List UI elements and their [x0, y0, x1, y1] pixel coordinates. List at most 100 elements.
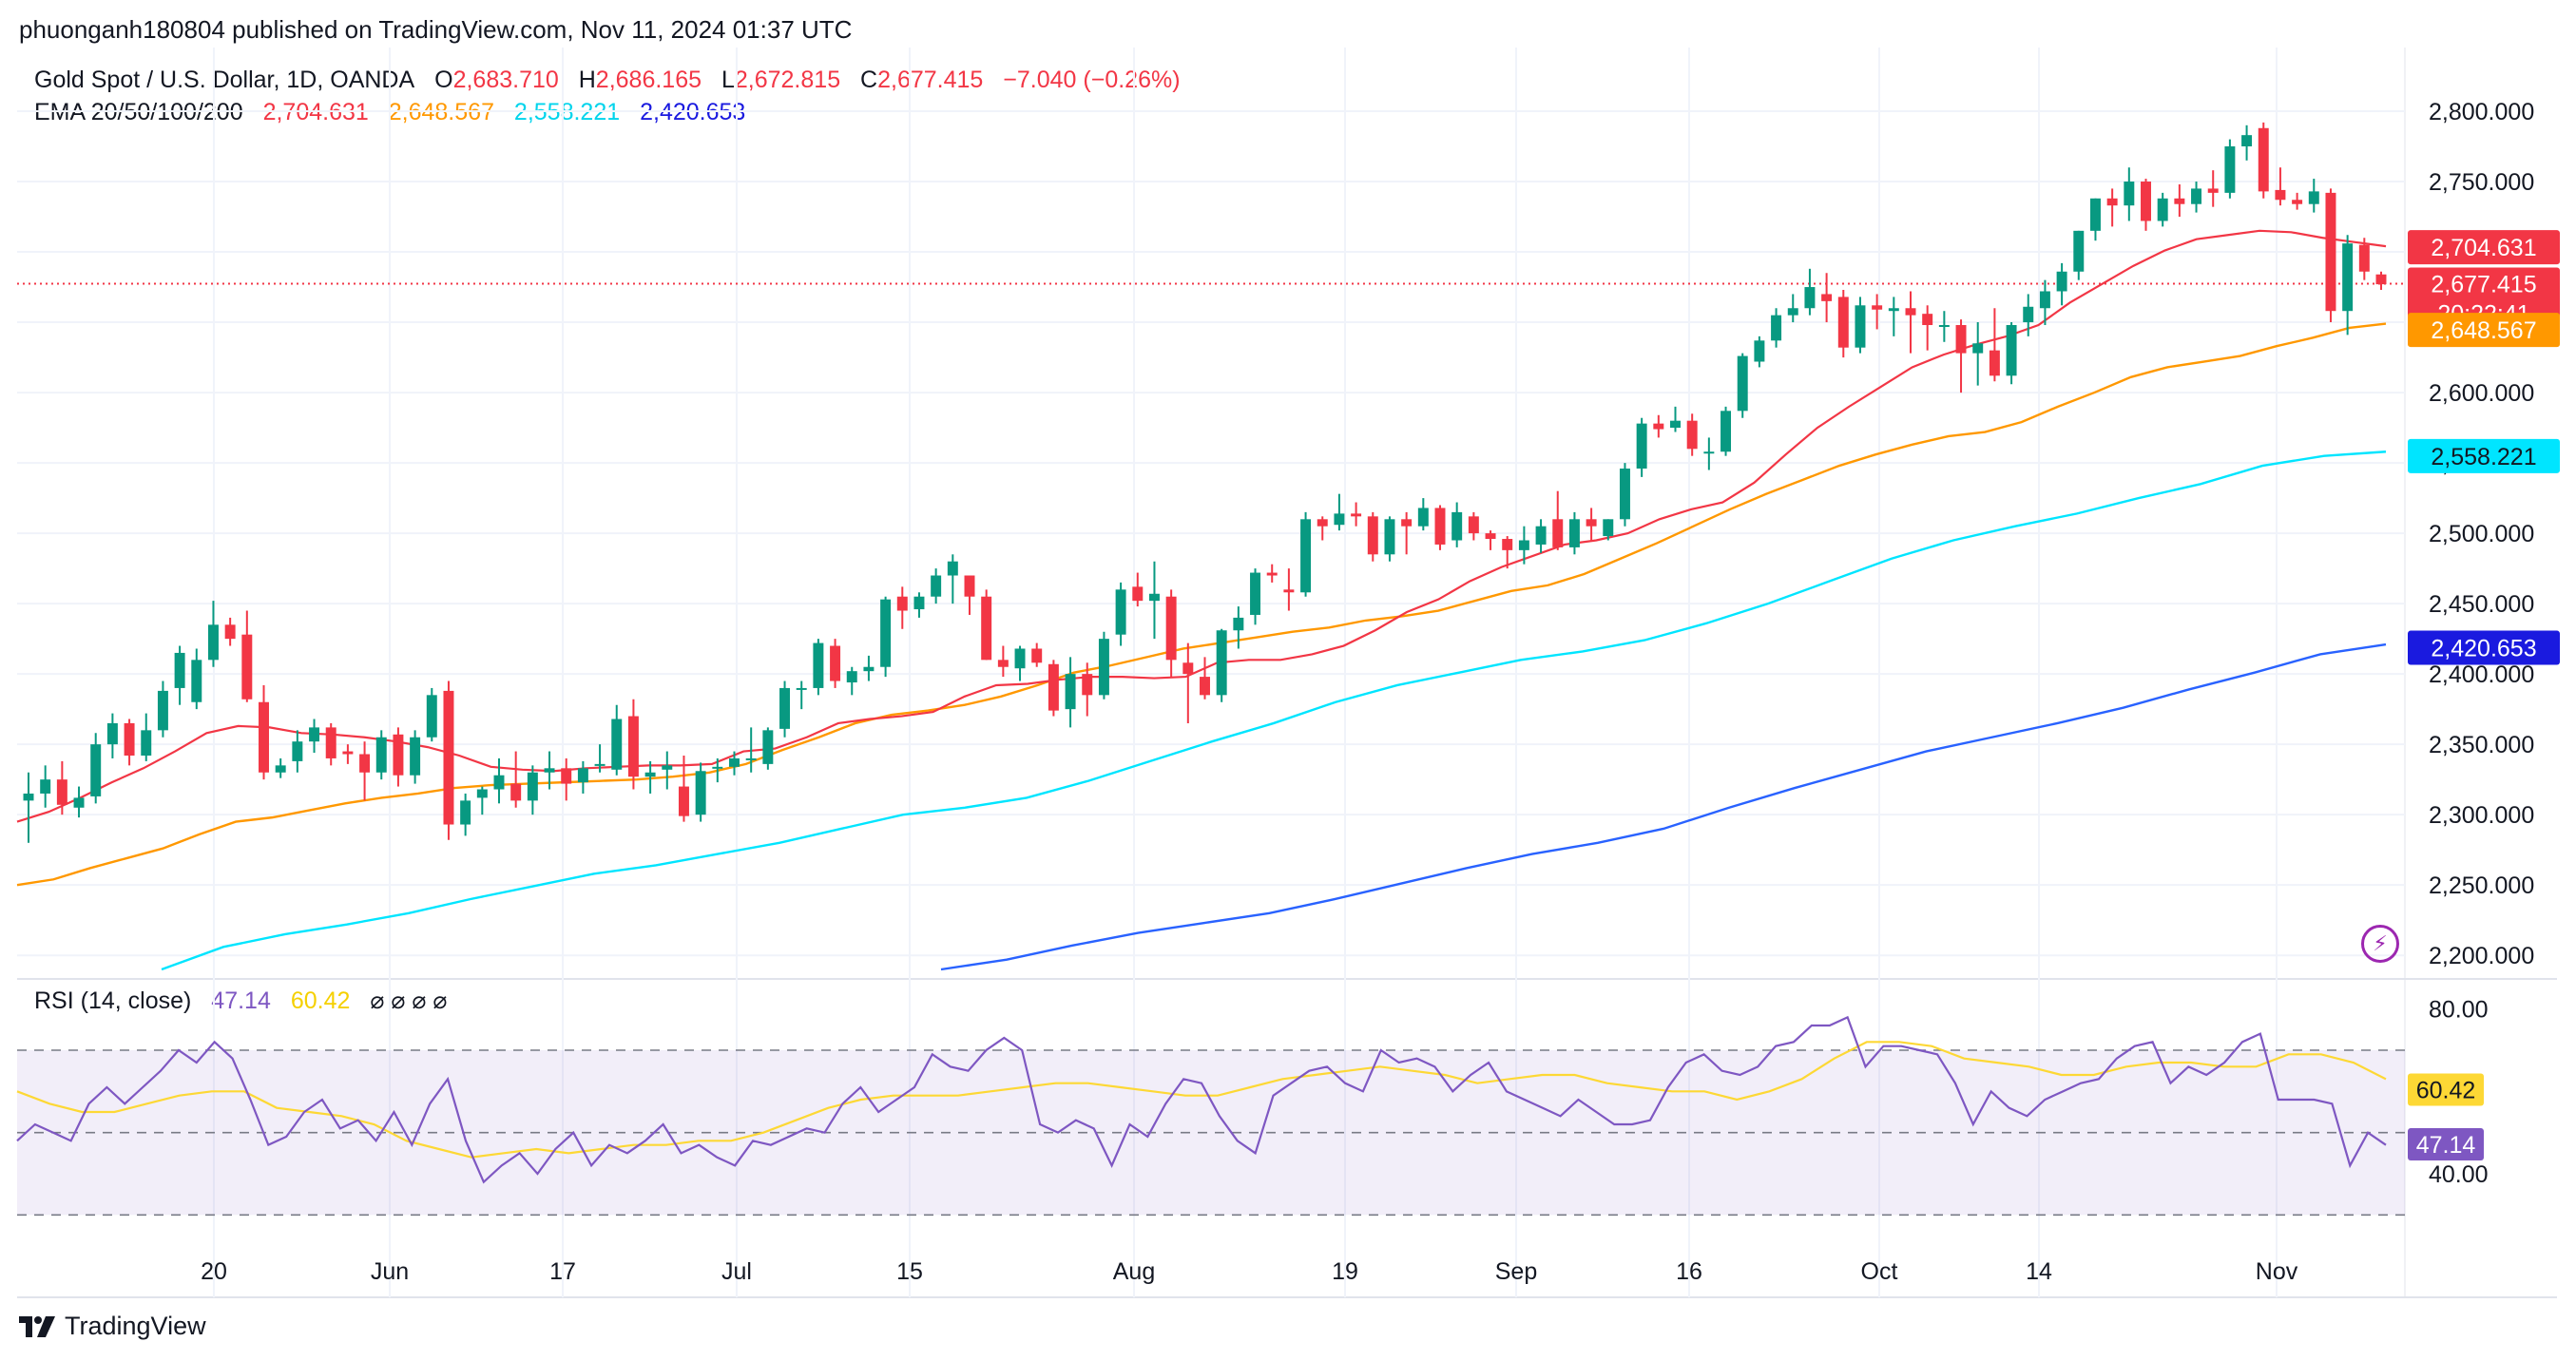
time-tick-label: Jul: [721, 1258, 752, 1285]
candle-body: [1518, 540, 1529, 550]
time-tick-label: Aug: [1113, 1258, 1155, 1285]
candle-body: [1266, 572, 1278, 576]
lightning-icon[interactable]: ⚡: [2361, 925, 2399, 963]
time-tick-label: 14: [2026, 1258, 2052, 1285]
candle-body: [1233, 617, 1244, 631]
candle-body: [2141, 182, 2151, 221]
candle-body: [2375, 274, 2387, 285]
candle-body: [2089, 198, 2101, 231]
candle-body: [106, 722, 118, 745]
candle-body: [2308, 191, 2319, 204]
candle-body: [2325, 192, 2336, 312]
close-value: 2,677.415: [877, 67, 984, 93]
time-tick-label: Jun: [371, 1258, 409, 1285]
time-tick-label: 20: [201, 1258, 227, 1285]
candle-body: [410, 737, 421, 776]
candle-body: [695, 771, 706, 815]
candle-body: [275, 765, 286, 773]
candle-body: [964, 575, 975, 597]
time-tick-label: Nov: [2256, 1258, 2298, 1285]
candle-body: [1300, 519, 1312, 593]
candle-body: [460, 800, 471, 825]
candle-body: [73, 797, 85, 808]
candle-body: [1636, 423, 1647, 470]
candle-body: [1721, 411, 1732, 452]
candle-body: [896, 596, 908, 611]
ema20-price-label-bg: [2408, 230, 2560, 265]
candle-body: [141, 730, 152, 756]
candle-body: [124, 722, 135, 756]
price-tick-label: 2,400.000: [2429, 661, 2534, 688]
price-tick-label: 2,200.000: [2429, 943, 2534, 969]
publisher-line: phuonganh180804 published on TradingView…: [19, 15, 853, 44]
price-tick-label: 2,450.000: [2429, 591, 2534, 618]
candle-body: [2224, 146, 2236, 193]
candle-body: [1804, 287, 1816, 309]
candle-body: [1283, 589, 1295, 593]
ema200-price-label: 2,420.653: [2431, 636, 2536, 662]
candle-body: [1048, 663, 1059, 711]
candle-body: [1182, 662, 1194, 675]
candle-body: [1821, 294, 1833, 301]
candle-body: [1250, 572, 1261, 615]
symbol-legend: Gold Spot / U.S. Dollar, 1D, OANDA O2,68…: [34, 67, 1181, 94]
tradingview-brand: TradingView: [19, 1312, 206, 1341]
candle-body: [325, 727, 336, 758]
ema50-line: [16, 322, 2387, 887]
rsi-band: [17, 1050, 2405, 1216]
candle-body: [1686, 420, 1698, 450]
low-label: L: [721, 67, 735, 93]
candle-body: [1703, 451, 1715, 454]
close-label: C: [860, 67, 878, 93]
candle-body: [2241, 135, 2253, 147]
hidden-values: ⌀ ⌀ ⌀ ⌀: [370, 987, 448, 1014]
candle-body: [1485, 533, 1496, 540]
candle-body: [2023, 306, 2034, 323]
candle-body: [1014, 648, 1026, 669]
candle-body: [1132, 586, 1144, 602]
candle-body: [931, 575, 942, 597]
rsi-line: [16, 1015, 2387, 1184]
rsi-ma-line: [16, 1041, 2387, 1159]
candle-body: [830, 645, 841, 681]
candle-body: [309, 727, 320, 742]
candle-body: [712, 766, 723, 769]
candle-body: [1317, 519, 1328, 527]
candle-body: [880, 599, 892, 667]
rsi-ma-badge: 60.42: [2416, 1078, 2476, 1104]
candle-body: [241, 634, 253, 700]
time-tick-label: Oct: [1861, 1258, 1898, 1285]
candle-body: [561, 768, 572, 784]
candle-body: [2191, 188, 2202, 204]
candle-body: [678, 786, 689, 816]
candle-body: [493, 775, 505, 790]
candle-body: [1872, 305, 1883, 310]
ema100-line: [161, 450, 2387, 971]
candle-body: [157, 690, 168, 731]
candle-body: [1754, 340, 1765, 362]
candle-body: [1955, 325, 1967, 354]
candle-body: [1603, 519, 1614, 537]
ema50-price-label: 2,648.567: [2431, 317, 2536, 344]
candle-body: [2073, 230, 2085, 272]
candle-body: [1417, 508, 1429, 527]
candle-body: [23, 793, 34, 801]
candle-body: [1367, 516, 1378, 555]
candle-body: [1434, 508, 1446, 545]
candle-body: [644, 772, 656, 777]
candle-body: [846, 671, 857, 683]
candle-body: [1837, 297, 1849, 348]
candle-body: [207, 624, 219, 661]
tradingview-logo-icon: [19, 1315, 55, 1337]
candle-body: [393, 734, 404, 776]
candle-body: [2342, 243, 2354, 312]
price-tick-label: 2,750.000: [2429, 169, 2534, 196]
candle-body: [745, 757, 757, 760]
candle-body: [779, 687, 791, 729]
candle-body: [90, 744, 102, 796]
time-tick-label: 16: [1676, 1258, 1702, 1285]
candle-body: [1098, 639, 1109, 696]
candle-body: [2292, 200, 2303, 204]
rsi-value: 47.14: [211, 987, 271, 1014]
